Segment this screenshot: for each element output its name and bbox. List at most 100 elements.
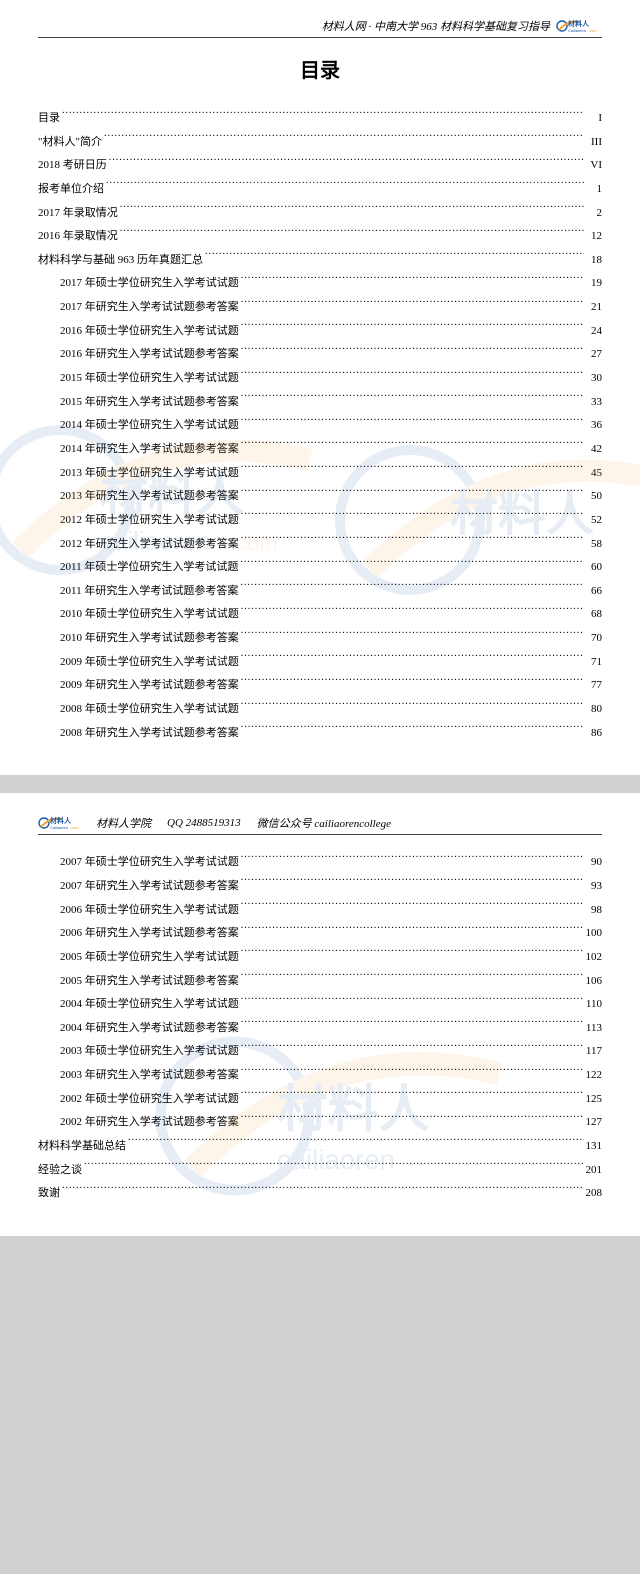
toc-leader-dots xyxy=(241,441,584,452)
toc-row: 材料科学与基础 963 历年真题汇总18 xyxy=(38,249,602,273)
toc-leader-dots xyxy=(240,559,584,570)
toc-entry-page: 68 xyxy=(586,603,602,627)
toc-leader-dots xyxy=(241,902,584,913)
toc-entry-label: 2011 年研究生入学考试试题参考答案 xyxy=(60,580,238,604)
toc-leader-dots xyxy=(241,606,584,617)
toc-entry-page: III xyxy=(586,131,602,155)
toc-leader-dots xyxy=(241,536,584,547)
toc-entry-label: 目录 xyxy=(38,107,60,131)
toc-row: 材料科学基础总结 131 xyxy=(38,1135,602,1159)
toc-entry-page: 71 xyxy=(586,651,602,675)
toc-entry-label: 2012 年研究生入学考试试题参考答案 xyxy=(60,533,239,557)
toc-row: 2003 年研究生入学考试试题参考答案122 xyxy=(38,1064,602,1088)
toc-row: 2004 年硕士学位研究生入学考试试题110 xyxy=(38,993,602,1017)
toc-row: 2017 年录取情况 2 xyxy=(38,202,602,226)
toc-row: 2008 年研究生入学考试试题参考答案86 xyxy=(38,722,602,746)
toc-row: 目录 I xyxy=(38,107,602,131)
toc-row: 2011 年研究生入学考试试题参考答案66 xyxy=(38,580,602,604)
toc-leader-dots xyxy=(241,488,584,499)
toc-row: 2015 年硕士学位研究生入学考试试题30 xyxy=(38,367,602,391)
toc-entry-page: 2 xyxy=(586,202,602,226)
toc-entry-page: I xyxy=(586,107,602,131)
toc-row: 2007 年研究生入学考试试题参考答案 93 xyxy=(38,875,602,899)
toc-row: 2014 年硕士学位研究生入学考试试题36 xyxy=(38,414,602,438)
svg-text:.com: .com xyxy=(588,28,597,33)
toc-row: 2010 年研究生入学考试试题参考答案70 xyxy=(38,627,602,651)
toc-entry-label: 报考单位介绍 xyxy=(38,178,104,202)
toc-entry-page: 122 xyxy=(586,1064,603,1088)
toc-row: 2016 年研究生入学考试试题参考答案27 xyxy=(38,343,602,367)
toc-entry-page: 106 xyxy=(586,970,603,994)
toc-row: 2016 年录取情况12 xyxy=(38,225,602,249)
toc-entry-page: 1 xyxy=(586,178,602,202)
toc-row: 2015 年研究生入学考试试题参考答案33 xyxy=(38,391,602,415)
toc-row: 2009 年研究生入学考试试题参考答案77 xyxy=(38,674,602,698)
toc-entry-page: 117 xyxy=(586,1040,602,1064)
brand-logo-small: 材料人 Cailiaoren .com xyxy=(556,18,602,34)
toc-entry-label: 2005 年研究生入学考试试题参考答案 xyxy=(60,970,239,994)
toc-row: 2012 年研究生入学考试试题参考答案 58 xyxy=(38,533,602,557)
toc-leader-dots xyxy=(241,394,584,405)
toc-entry-label: 材料科学基础总结 xyxy=(38,1135,126,1159)
toc-entry-label: 2002 年研究生入学考试试题参考答案 xyxy=(60,1111,239,1135)
toc-entry-label: 2017 年录取情况 xyxy=(38,202,118,226)
toc-leader-dots xyxy=(241,1020,584,1031)
toc-entry-page: 60 xyxy=(586,556,602,580)
toc-leader-dots xyxy=(241,701,584,712)
toc-entry-label: "材料人"简介 xyxy=(38,131,102,155)
toc-row: 2007 年硕士学位研究生入学考试试题90 xyxy=(38,851,602,875)
toc-row: 致谢208 xyxy=(38,1182,602,1206)
svg-text:材料人: 材料人 xyxy=(49,816,72,825)
toc-entry-label: 2003 年硕士学位研究生入学考试试题 xyxy=(60,1040,239,1064)
toc-leader-dots xyxy=(128,1138,584,1149)
toc-entry-page: 42 xyxy=(586,438,602,462)
toc-row: 2005 年硕士学位研究生入学考试试题102 xyxy=(38,946,602,970)
toc-row: 2010 年硕士学位研究生入学考试试题68 xyxy=(38,603,602,627)
toc-entry-label: 2016 年硕士学位研究生入学考试试题 xyxy=(60,320,239,344)
toc-row: 2005 年研究生入学考试试题参考答案 106 xyxy=(38,970,602,994)
toc-row: 2006 年硕士学位研究生入学考试试题98 xyxy=(38,899,602,923)
toc-row: 2013 年研究生入学考试试题参考答案50 xyxy=(38,485,602,509)
toc-leader-dots xyxy=(241,275,584,286)
toc-entry-label: 2009 年研究生入学考试试题参考答案 xyxy=(60,674,239,698)
toc-leader-dots xyxy=(205,252,584,263)
toc-row: 2012 年硕士学位研究生入学考试试题52 xyxy=(38,509,602,533)
toc-leader-dots xyxy=(104,134,584,145)
toc-leader-dots xyxy=(241,854,584,865)
toc-entry-page: 131 xyxy=(586,1135,603,1159)
toc-entry-page: 201 xyxy=(586,1159,603,1183)
toc-entry-label: 2005 年硕士学位研究生入学考试试题 xyxy=(60,946,239,970)
toc-entry-label: 2018 考研日历 xyxy=(38,154,107,178)
toc-row: 2011 年硕士学位研究生入学考试试题60 xyxy=(38,556,602,580)
toc-leader-dots xyxy=(241,878,584,889)
toc-leader-dots xyxy=(241,370,584,381)
toc-entry-page: 19 xyxy=(586,272,602,296)
header-qq-label: QQ xyxy=(167,817,183,829)
toc-leader-dots xyxy=(241,465,584,476)
toc-entry-label: 2002 年硕士学位研究生入学考试试题 xyxy=(60,1088,239,1112)
toc-leader-dots xyxy=(241,996,584,1007)
toc-entry-label: 2017 年研究生入学考试试题参考答案 xyxy=(60,296,239,320)
toc-entry-page: 58 xyxy=(586,533,602,557)
toc-entry-page: 127 xyxy=(586,1111,603,1135)
brand-logo-icon: 材料人 Cailiaoren .com xyxy=(38,815,84,831)
toc-entry-label: 2007 年研究生入学考试试题参考答案 xyxy=(60,875,239,899)
toc-entry-page: 93 xyxy=(586,875,602,899)
toc-leader-dots xyxy=(241,630,584,641)
toc-entry-label: 致谢 xyxy=(38,1182,60,1206)
toc-row: 报考单位介绍 1 xyxy=(38,178,602,202)
toc-entry-label: 2016 年研究生入学考试试题参考答案 xyxy=(60,343,239,367)
document-page-1: 材料人 cailiaoren .com 材料人 材料人网 · 中南大学 963 … xyxy=(0,0,640,775)
page-header-1: 材料人网 · 中南大学 963 材料科学基础复习指导 材料人 Cailiaore… xyxy=(38,18,602,38)
toc-row: 2016 年硕士学位研究生入学考试试题 24 xyxy=(38,320,602,344)
toc-entry-page: 70 xyxy=(586,627,602,651)
toc-entry-label: 2006 年研究生入学考试试题参考答案 xyxy=(60,922,239,946)
toc-row: 2009 年硕士学位研究生入学考试试题71 xyxy=(38,651,602,675)
toc-entry-label: 2013 年硕士学位研究生入学考试试题 xyxy=(60,462,239,486)
toc-row: 2018 考研日历VI xyxy=(38,154,602,178)
page-header-2: 材料人 Cailiaoren .com 材料人学院 QQ 2488519313 … xyxy=(38,815,602,835)
toc-entry-label: 2004 年硕士学位研究生入学考试试题 xyxy=(60,993,239,1017)
svg-text:材料人: 材料人 xyxy=(567,19,590,28)
toc-entry-page: 24 xyxy=(586,320,602,344)
toc-leader-dots xyxy=(241,725,584,736)
